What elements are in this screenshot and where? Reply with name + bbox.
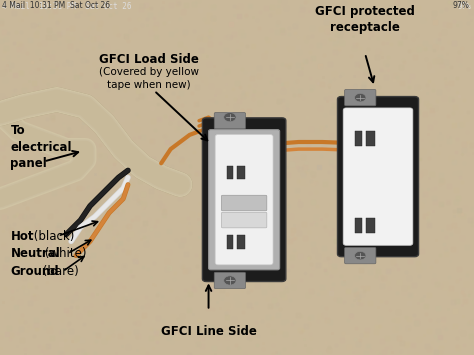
Text: 4 Mail  10:31 PM  Sat Oct 26: 4 Mail 10:31 PM Sat Oct 26 — [2, 1, 110, 10]
Text: (black): (black) — [30, 230, 75, 242]
FancyBboxPatch shape — [345, 89, 376, 106]
Bar — [227, 166, 233, 179]
Text: GFCI protected
receptacle: GFCI protected receptacle — [315, 5, 415, 34]
Circle shape — [355, 93, 366, 102]
Text: Ground: Ground — [10, 265, 59, 278]
Text: (white): (white) — [41, 247, 87, 260]
FancyBboxPatch shape — [221, 195, 267, 211]
Text: 97%: 97% — [458, 2, 472, 11]
Bar — [237, 235, 245, 248]
FancyBboxPatch shape — [214, 113, 246, 129]
Text: 4 Mail  10:31 PM  Sat Oct 26: 4 Mail 10:31 PM Sat Oct 26 — [2, 2, 132, 11]
FancyBboxPatch shape — [337, 97, 419, 257]
Text: GFCI Line Side: GFCI Line Side — [161, 325, 256, 338]
Bar — [366, 131, 375, 146]
Circle shape — [224, 113, 236, 122]
Bar — [355, 218, 362, 233]
FancyBboxPatch shape — [345, 247, 376, 264]
FancyBboxPatch shape — [215, 135, 273, 265]
Bar — [237, 166, 245, 179]
Bar — [355, 131, 362, 146]
Text: 97%: 97% — [452, 1, 469, 10]
FancyBboxPatch shape — [202, 118, 286, 282]
FancyBboxPatch shape — [214, 272, 246, 289]
FancyBboxPatch shape — [209, 130, 280, 270]
Text: (Covered by yellow
tape when new): (Covered by yellow tape when new) — [100, 67, 199, 90]
Text: GFCI Load Side: GFCI Load Side — [100, 53, 199, 66]
Text: To
electrical
panel: To electrical panel — [10, 124, 72, 170]
Text: (bare): (bare) — [39, 265, 79, 278]
Circle shape — [355, 251, 366, 260]
Text: Neutral: Neutral — [10, 247, 60, 260]
FancyBboxPatch shape — [343, 108, 413, 245]
Bar — [366, 218, 375, 233]
Bar — [227, 235, 233, 248]
Bar — [0, 0, 474, 13]
FancyBboxPatch shape — [221, 212, 267, 228]
Text: Hot: Hot — [10, 230, 34, 242]
Circle shape — [224, 276, 236, 285]
